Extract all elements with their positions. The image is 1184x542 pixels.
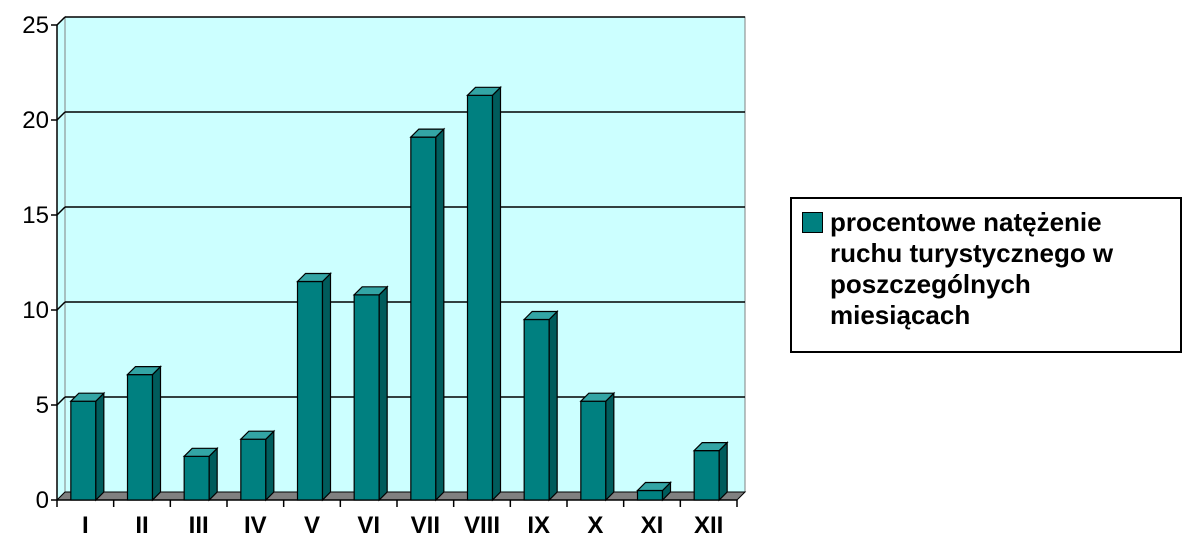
bar-front: [466, 94, 494, 501]
bar-top: [522, 310, 559, 321]
bar-front: [523, 318, 550, 501]
bar: [466, 85, 502, 502]
bar: [126, 365, 162, 502]
x-tick-label: VIII: [464, 512, 500, 539]
bar-front: [410, 136, 437, 501]
bar-front: [70, 400, 97, 501]
gridline-diagonal: [56, 111, 66, 121]
bar: [296, 272, 332, 502]
x-axis-ticks: I II III IV V VI VII VIII IX X XI XII: [56, 500, 738, 539]
y-tick-label: 25: [22, 12, 49, 39]
bar-front: [126, 374, 154, 501]
bar-front: [636, 489, 664, 501]
x-tick-label: VII: [411, 512, 440, 539]
x-tick-label: XII: [694, 512, 723, 539]
x-tick-label: VI: [357, 512, 380, 539]
x-tick-label: II: [135, 512, 148, 539]
legend-swatch: [802, 212, 823, 233]
bar-front: [296, 280, 324, 501]
x-tick-label: X: [587, 512, 603, 539]
x-tick-label: IV: [244, 512, 267, 539]
bar-side: [548, 310, 558, 502]
bar-side: [435, 127, 445, 502]
bar-side: [151, 365, 162, 502]
bar-front: [240, 438, 267, 501]
plot-side-wall: [56, 15, 66, 502]
bar-top: [352, 286, 389, 296]
y-tick-label: 5: [36, 392, 49, 419]
plot-background: [64, 16, 746, 493]
y-tick-label: 15: [22, 202, 49, 229]
bar-side: [718, 441, 728, 502]
bar-front: [580, 400, 607, 501]
bar: [579, 391, 616, 502]
bar-front: [353, 294, 380, 501]
x-tick-label: III: [189, 512, 209, 539]
legend-label: procentowe natężenie ruchu turystycznego…: [830, 207, 1114, 330]
bar-side: [491, 85, 502, 502]
x-tick-label: XI: [641, 512, 664, 539]
bar: [352, 285, 389, 502]
bar-top: [636, 481, 672, 492]
gridline-diagonal: [56, 206, 66, 216]
bar-side: [95, 391, 105, 502]
bar-top: [126, 366, 162, 376]
bars: [69, 85, 729, 502]
bar: [636, 481, 672, 502]
x-tick-label: V: [304, 512, 320, 539]
gridline-diagonal: [56, 396, 66, 406]
bar-top: [579, 392, 616, 402]
bar-front: [183, 455, 210, 501]
bar: [409, 127, 446, 502]
bar-top: [182, 447, 219, 457]
gridline-diagonal: [56, 16, 66, 26]
bar: [239, 429, 276, 502]
bar-top: [69, 392, 106, 402]
bar: [692, 441, 729, 502]
bar-side: [605, 391, 615, 502]
bar-top: [239, 430, 276, 440]
bar: [182, 446, 219, 502]
y-tick-label: 20: [22, 107, 49, 134]
legend: procentowe natężenie ruchu turystycznego…: [790, 197, 1182, 353]
bar-top: [409, 128, 446, 138]
bar-side: [265, 429, 275, 502]
bar-side: [378, 285, 388, 502]
bar-top: [466, 86, 502, 96]
y-axis-ticks: 0 5 10 15 20 25: [22, 12, 57, 514]
bar: [522, 310, 559, 502]
bar: [69, 391, 106, 502]
gridlines: [56, 16, 745, 406]
bar-side: [208, 446, 218, 502]
x-tick-label: IX: [527, 512, 550, 539]
x-tick-label: I: [82, 512, 89, 539]
y-tick-label: 0: [36, 487, 49, 514]
y-tick-label: 10: [22, 297, 49, 324]
bar-side: [321, 272, 332, 502]
gridline-diagonal: [56, 301, 66, 311]
bar-top: [296, 272, 332, 283]
bar-top: [692, 442, 729, 452]
bar-front: [693, 450, 720, 501]
